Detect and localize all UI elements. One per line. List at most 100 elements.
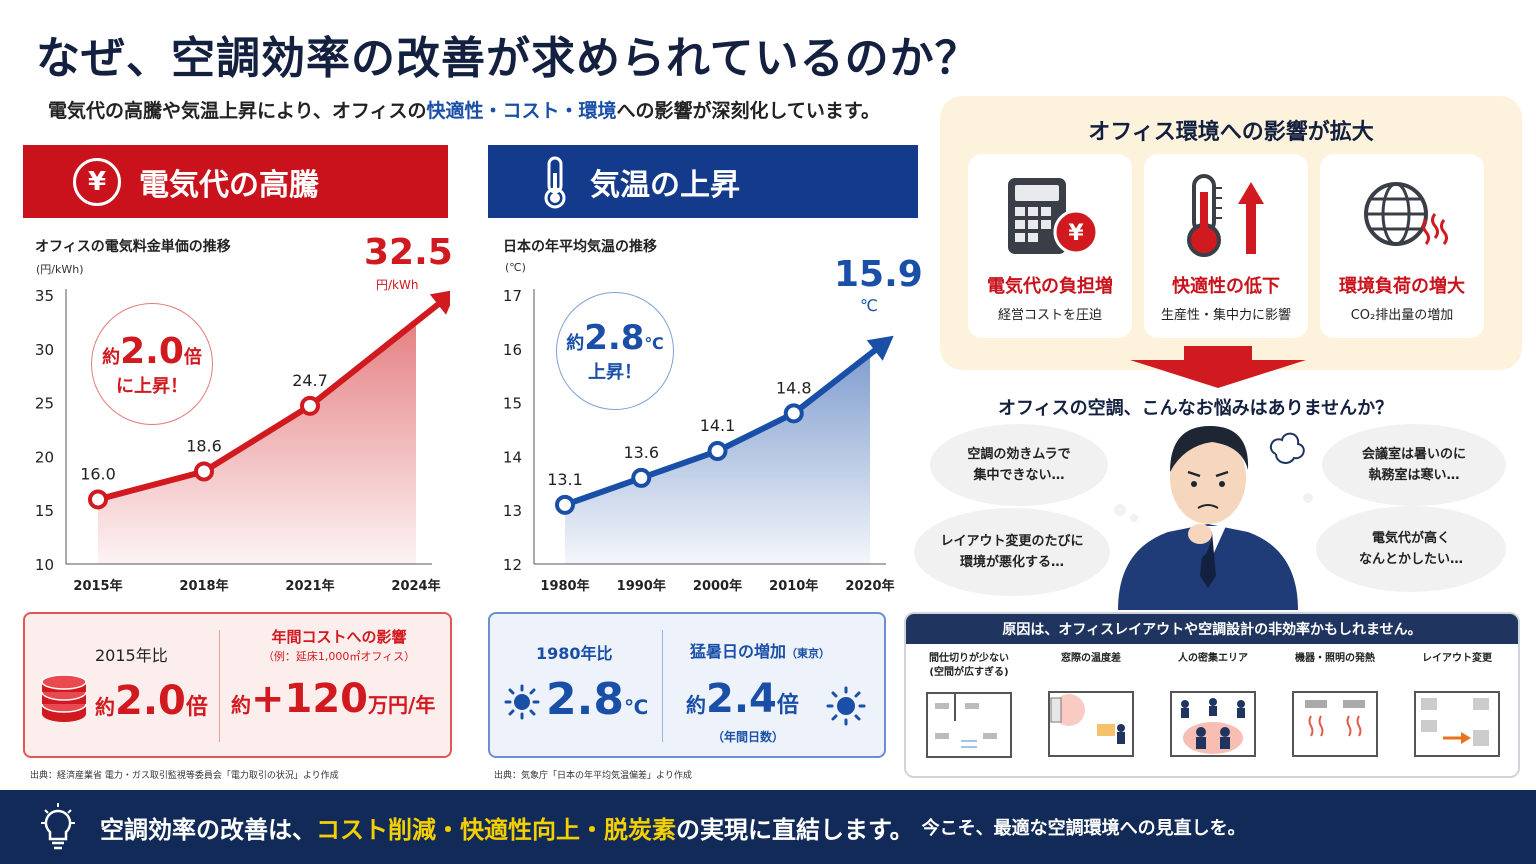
data-label: 24.7 <box>292 371 328 390</box>
temperature-chart: 12 13 14 15 16 17 1980年 1990年 2000年 2010年 2020年 13.… <box>503 287 895 594</box>
coins-icon <box>41 674 87 722</box>
electricity-header-label: 電気代の高騰 <box>139 167 319 203</box>
x-tick-label: 2021年 <box>285 578 334 594</box>
stat-right-title-row: 猛暑日の増加（東京） <box>690 638 830 662</box>
worry-line2: なんとかしたい… <box>1358 552 1463 567</box>
data-label: 13.1 <box>547 470 583 489</box>
subtitle-post: への影響が深刻化しています。 <box>616 100 881 122</box>
series-line <box>564 343 883 508</box>
y-tick-label: 20 <box>35 448 54 466</box>
impact-panel: オフィス環境への影響が拡大 ¥ 電気代の負担増 経営コストを圧迫 快適性の低下 … <box>940 96 1522 370</box>
x-tick-label: 2010年 <box>769 578 818 594</box>
electricity-chart-unit: (円/kWh) <box>36 263 84 276</box>
page-subtitle: 電気代の高騰や気温上昇により、オフィスの快適性・コスト・環境への影響が深刻化して… <box>48 96 880 123</box>
stat-left-value: 2.0 <box>115 678 186 724</box>
worry-bubble: 電気代が高く なんとかしたい… <box>1316 506 1506 592</box>
stat-right-value-row: 約2.4倍 <box>686 676 799 722</box>
y-tick-label: 15 <box>503 395 522 413</box>
stat-left-value-row: 約2.0倍 <box>95 678 208 724</box>
worry-line1: 空調の効きムラで <box>967 446 1071 462</box>
open-floor-icon <box>926 692 1012 758</box>
trend-arrowhead <box>866 335 894 361</box>
data-label: 13.6 <box>623 443 659 462</box>
y-tick-label: 16 <box>503 341 522 359</box>
thermometer-icon <box>544 156 566 208</box>
cause-label: 人の密集エリア <box>1178 653 1248 664</box>
y-tick-label: 35 <box>35 287 54 305</box>
y-tick-label: 10 <box>35 556 54 574</box>
worry-line2: 環境が悪化する… <box>959 555 1064 570</box>
equipment-heat-icon <box>1292 690 1378 757</box>
stat-left-label: 2015年比 <box>95 646 168 665</box>
footer-banner: 空調効率の改善は、 コスト削減・快適性向上・脱炭素 の実現に直結します。 今こそ、最適… <box>0 790 1536 864</box>
footer-small: 今こそ、最適な空調環境への見直しを。 <box>921 818 1246 839</box>
temperature-source: 出典：気象庁「日本の年平均気温偏差」より作成 <box>494 771 692 781</box>
stat-left-value-row: 2.8℃ <box>546 674 648 725</box>
impact-title: オフィス環境への影響が拡大 <box>1088 120 1374 145</box>
worries-question: オフィスの空調、こんなお悩みはありませんか？ <box>998 398 1394 419</box>
electricity-chart-title: オフィスの電気料金単価の推移 <box>35 239 231 255</box>
cause-label: レイアウト変更 <box>1422 653 1492 664</box>
electricity-final-unit: 円/kWh <box>376 278 419 292</box>
subtitle-pre: 電気代の高騰や気温上昇により、オフィスの <box>48 100 427 122</box>
stat-left-label: 1980年比 <box>536 644 613 663</box>
stat-right-value: +120 <box>251 676 369 722</box>
electricity-final-value: 32.5 <box>364 232 453 273</box>
worry-line2: 集中できない… <box>973 468 1065 483</box>
temperature-chart-unit: (℃) <box>505 261 526 274</box>
y-tick-label: 25 <box>35 395 54 413</box>
impact-card-comfort: 快適性の低下 生産性・集中力に影響 <box>1144 154 1308 338</box>
sun-icon <box>504 684 540 720</box>
down-arrow <box>1130 346 1306 388</box>
thermometer-up-icon <box>1187 174 1264 257</box>
data-label: 14.1 <box>700 416 736 435</box>
stat-divider <box>219 630 220 742</box>
data-point <box>555 494 575 515</box>
impact-card-sub: 経営コストを圧迫 <box>997 308 1102 323</box>
temperature-header: 気温の上昇 <box>488 145 918 218</box>
worry-bubble: 会議室は暑いのに 執務室は寒い… <box>1322 424 1506 506</box>
data-point <box>631 467 652 488</box>
cause-item-window: 窓際の温度差 <box>1032 652 1150 762</box>
stat-right-note: （例：延床1,000㎡オフィス） <box>262 650 416 663</box>
y-tick-label: 14 <box>503 448 522 466</box>
x-tick-label: 2020年 <box>845 578 894 594</box>
y-tick-label: 30 <box>35 341 54 359</box>
impact-card-title: 電気代の負担増 <box>987 276 1113 297</box>
y-tick-label: 17 <box>503 287 522 305</box>
temperature-stat-box: 1980年比 2.8℃ 猛暑日の増加（東京） 約2.4倍 （年間日数） <box>488 612 886 758</box>
worry-line1: 会議室は暑いのに <box>1361 446 1466 462</box>
x-tick-label: 2024年 <box>391 578 440 594</box>
stat-right-suffix: 倍 <box>776 693 799 718</box>
y-tick-label: 12 <box>503 556 522 574</box>
cause-label: 窓際の温度差 <box>1061 653 1121 664</box>
stat-right-note: （年間日数） <box>712 730 785 744</box>
series-area <box>98 321 416 564</box>
causes-panel: 原因は、オフィスレイアウトや空調設計の非効率かもしれません。 間仕切りが少ない … <box>904 612 1520 778</box>
subtitle-highlight: 快適性・コスト・環境 <box>426 100 617 122</box>
worry-line1: 電気代が高く <box>1371 530 1450 546</box>
temperature-chart-title: 日本の年平均気温の推移 <box>503 239 657 255</box>
stat-right-title-note: （東京） <box>786 647 831 660</box>
data-point <box>783 403 804 424</box>
stat-left-suffix: 倍 <box>185 695 208 720</box>
data-point <box>300 395 320 416</box>
temperature-final-unit: ℃ <box>860 296 878 315</box>
badge-pre: 約 <box>102 346 121 368</box>
worried-businessman-illustration <box>1114 426 1313 610</box>
yen-icon: ¥ <box>73 157 121 206</box>
badge-line2: 上昇！ <box>588 362 642 383</box>
impact-card-sub: CO₂排出量の増加 <box>1350 308 1454 323</box>
stat-left-pre: 約 <box>95 695 115 719</box>
crowd-area-icon <box>1170 690 1256 757</box>
page-title: なぜ、空調効率の改善が求められているのか？ <box>36 33 980 84</box>
worry-bubble: レイアウト変更のたびに 環境が悪化する… <box>914 508 1110 596</box>
x-tick-label: 2000年 <box>693 578 742 594</box>
layout-change-icon <box>1414 690 1500 757</box>
footer-post: の実現に直結します。 <box>676 815 914 844</box>
stat-right-pre: 約 <box>231 693 251 717</box>
sun-icon <box>826 686 866 726</box>
electricity-source: 出典：経済産業省 電力・ガス取引監視等委員会「電力取引の状況」より作成 <box>30 771 339 781</box>
badge-value: 2.8 <box>584 318 645 358</box>
badge-line2: に上昇！ <box>116 375 188 397</box>
